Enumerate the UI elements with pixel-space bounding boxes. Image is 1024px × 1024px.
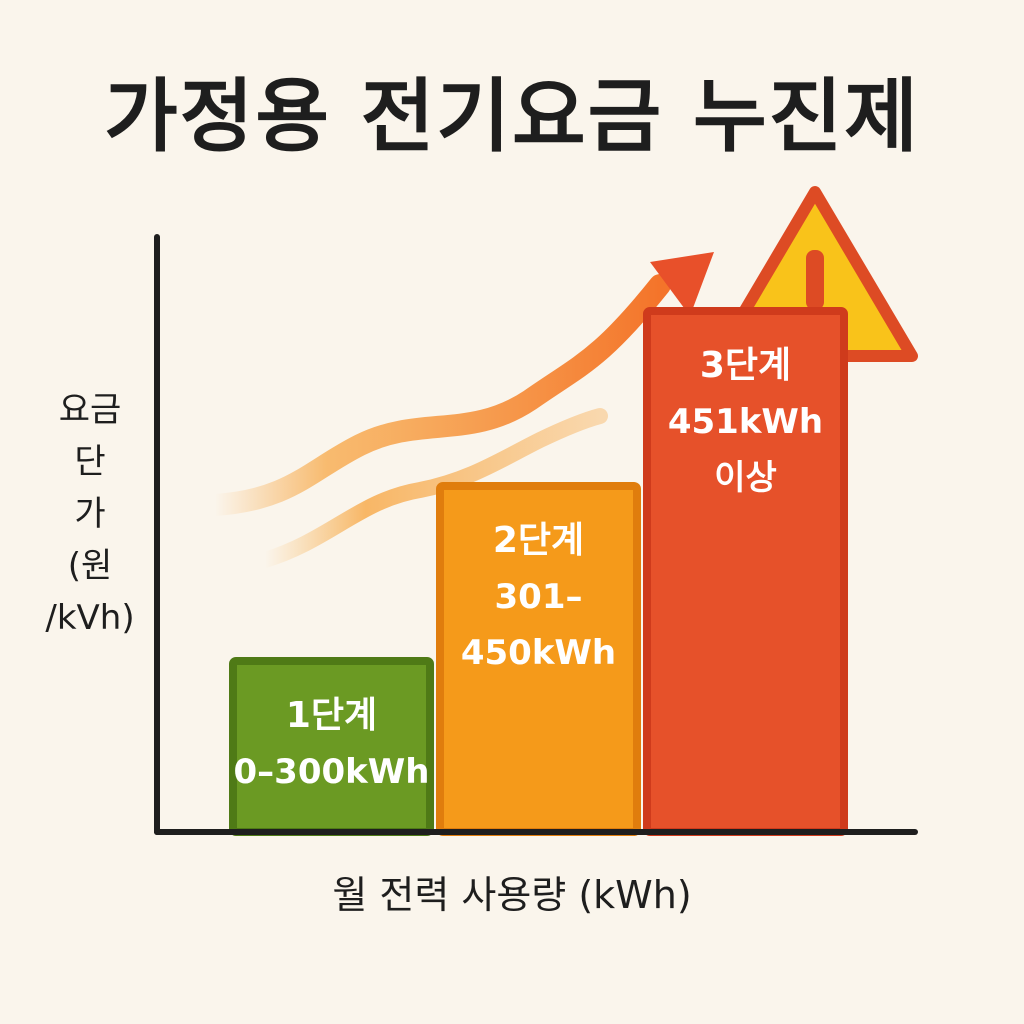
y-axis-label-line: 요금 [58, 390, 122, 430]
rising-arrow [204, 252, 714, 516]
y-axis-label-line: (원 [67, 546, 113, 586]
y-axis-label: 요금 단 가 (원 /kVh) [40, 384, 140, 644]
bar-range-label: 451kWh [668, 402, 823, 442]
y-axis-label-line: /kVh) [45, 598, 135, 638]
bar-tier-1 [229, 657, 434, 836]
bar-tier-label: 2단계 [493, 520, 584, 561]
x-axis-label: 월 전력 사용량 (kWh) [332, 873, 692, 917]
bar-tier-3 [643, 307, 848, 836]
bar-range-label: 301– [495, 577, 583, 617]
page-title: 가정용 전기요금 누진제 [104, 70, 920, 163]
y-axis-label-line: 가 [74, 494, 106, 534]
bar-range-label: 이상 [714, 458, 777, 498]
bar-tier-label: 1단계 [286, 695, 377, 736]
bar-range-label: 0–300kWh [234, 752, 430, 792]
bar-range-label: 450kWh [461, 633, 616, 673]
bar-tier-label: 3단계 [700, 345, 791, 386]
y-axis-label-line: 단 [74, 442, 106, 482]
trend-wave-lower [257, 408, 608, 568]
